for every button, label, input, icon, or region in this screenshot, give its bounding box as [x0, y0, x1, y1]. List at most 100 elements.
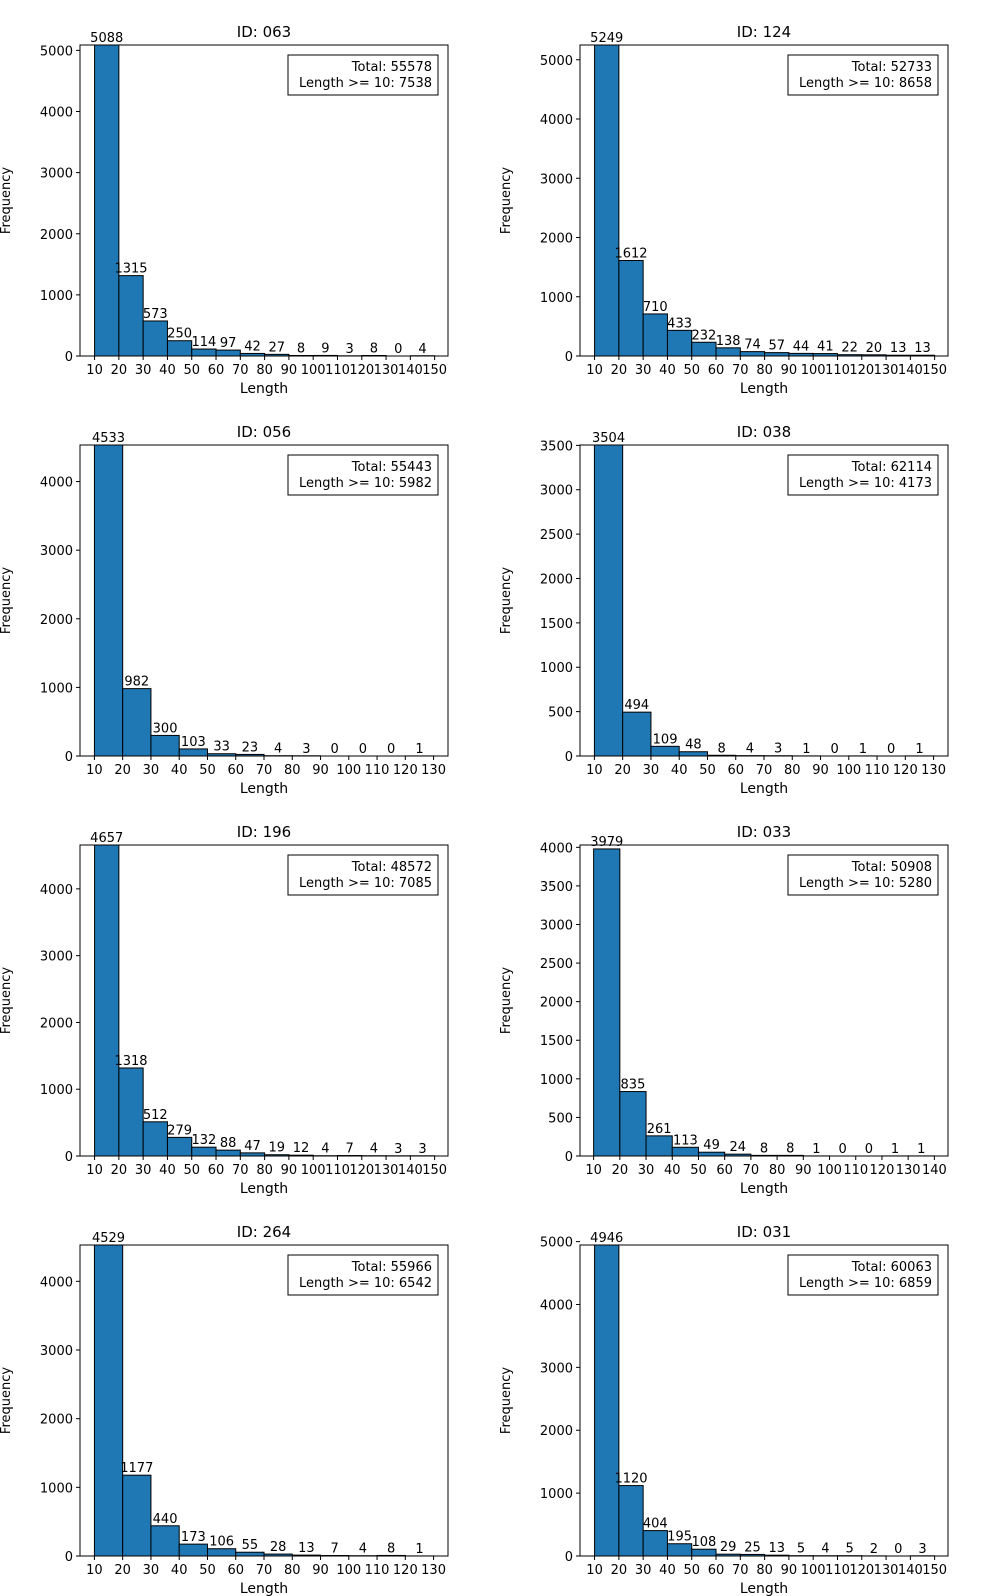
- x-tick-label: 100: [801, 363, 826, 378]
- bar-value-label: 57: [768, 339, 785, 354]
- histogram-bar: [94, 844, 120, 1157]
- bar-value-label: 195: [667, 1530, 692, 1545]
- x-tick-label: 40: [159, 1163, 176, 1178]
- bar-value-label: 433: [667, 316, 692, 331]
- bar-value-label: 261: [647, 1122, 672, 1137]
- x-tick-label: 150: [422, 363, 447, 378]
- bar-value-label: 1: [812, 1142, 820, 1157]
- x-tick-label: 80: [256, 1163, 273, 1178]
- bar-value-label: 42: [244, 339, 261, 354]
- x-tick-label: 90: [781, 363, 798, 378]
- bar-value-label: 982: [124, 675, 149, 690]
- x-tick-label: 70: [743, 1163, 760, 1178]
- bar-value-label: 8: [297, 342, 305, 357]
- chart-title: ID: 264: [237, 1223, 291, 1241]
- bar-value-label: 29: [720, 1540, 737, 1555]
- bar-value-label: 1: [917, 1142, 925, 1157]
- bar-value-label: 1: [415, 1542, 423, 1557]
- bar-value-label: 5088: [90, 31, 123, 46]
- histogram-bar: [122, 688, 152, 757]
- x-tick-label: 50: [183, 1163, 200, 1178]
- x-tick-label: 10: [586, 1563, 603, 1578]
- histogram-bar: [206, 1548, 237, 1557]
- y-axis-label: Frequency: [499, 1367, 514, 1434]
- y-tick-label: 2000: [40, 1016, 73, 1031]
- histogram-bar: [118, 1067, 144, 1157]
- histogram-bar: [715, 347, 741, 357]
- legend-box: [287, 454, 439, 496]
- y-tick-label: 0: [565, 1550, 573, 1565]
- bar-value-label: 232: [691, 328, 716, 343]
- bar-value-label: 512: [143, 1108, 168, 1123]
- x-tick-label: 90: [781, 1563, 798, 1578]
- bar-value-label: 3: [918, 1542, 926, 1557]
- x-tick-label: 130: [874, 1563, 899, 1578]
- bar-value-label: 19: [268, 1141, 285, 1156]
- bar-value-label: 48: [685, 738, 702, 753]
- bar-value-label: 4: [359, 1542, 367, 1557]
- x-tick-label: 50: [199, 1563, 216, 1578]
- x-tick-label: 20: [611, 1563, 628, 1578]
- x-tick-label: 110: [825, 363, 850, 378]
- x-tick-label: 60: [708, 1563, 725, 1578]
- x-tick-label: 80: [769, 1163, 786, 1178]
- x-tick-label: 60: [716, 1163, 733, 1178]
- x-tick-label: 70: [732, 1563, 749, 1578]
- y-tick-label: 3000: [540, 484, 573, 499]
- x-tick-label: 20: [612, 1163, 629, 1178]
- bar-value-label: 23: [242, 740, 259, 755]
- x-tick-label: 20: [614, 763, 631, 778]
- bar-value-label: 109: [653, 732, 678, 747]
- x-tick-label: 70: [232, 1163, 249, 1178]
- bar-value-label: 1315: [114, 262, 147, 277]
- bar-value-label: 3: [302, 742, 310, 757]
- chart-title: ID: 063: [237, 23, 291, 41]
- bar-value-label: 41: [817, 340, 834, 355]
- x-tick-label: 50: [683, 363, 700, 378]
- bar-value-label: 5: [797, 1542, 805, 1557]
- x-axis-label: Length: [240, 781, 288, 797]
- y-axis-label: Frequency: [499, 167, 514, 234]
- x-tick-label: 40: [659, 1563, 676, 1578]
- x-tick-label: 120: [393, 1563, 418, 1578]
- bar-value-label: 108: [691, 1535, 716, 1550]
- x-tick-label: 130: [896, 1163, 921, 1178]
- bar-value-label: 4946: [590, 1231, 623, 1246]
- y-tick-label: 4000: [40, 1275, 73, 1290]
- x-tick-label: 90: [281, 1163, 298, 1178]
- x-tick-label: 130: [421, 763, 446, 778]
- bar-value-label: 2: [870, 1542, 878, 1557]
- bar-value-label: 7: [331, 1542, 339, 1557]
- bar-value-label: 3504: [592, 431, 625, 446]
- x-tick-label: 150: [422, 1163, 447, 1178]
- legend-text: Total: 55443: [351, 460, 432, 475]
- bar-value-label: 4: [821, 1542, 829, 1557]
- x-tick-label: 120: [349, 363, 374, 378]
- histogram-bar: [191, 1146, 217, 1157]
- y-tick-label: 1500: [540, 1034, 573, 1049]
- bar-value-label: 24: [730, 1140, 747, 1155]
- bar-value-label: 835: [621, 1078, 646, 1093]
- x-tick-label: 60: [227, 1563, 244, 1578]
- bar-value-label: 114: [191, 335, 216, 350]
- x-tick-label: 50: [690, 1163, 707, 1178]
- bar-value-label: 5249: [590, 31, 623, 46]
- y-tick-label: 0: [565, 350, 573, 365]
- bar-value-label: 20: [866, 341, 883, 356]
- y-tick-label: 1000: [40, 681, 73, 696]
- x-tick-label: 110: [365, 1563, 390, 1578]
- bar-value-label: 0: [359, 742, 367, 757]
- y-tick-label: 2500: [540, 528, 573, 543]
- x-tick-label: 150: [922, 363, 947, 378]
- y-axis-label: Frequency: [0, 167, 14, 234]
- x-tick-label: 130: [421, 1563, 446, 1578]
- y-tick-label: 4000: [540, 841, 573, 856]
- x-axis-label: Length: [240, 1581, 288, 1596]
- histogram-bar: [691, 1548, 717, 1557]
- x-tick-label: 30: [638, 1163, 655, 1178]
- x-tick-label: 110: [365, 763, 390, 778]
